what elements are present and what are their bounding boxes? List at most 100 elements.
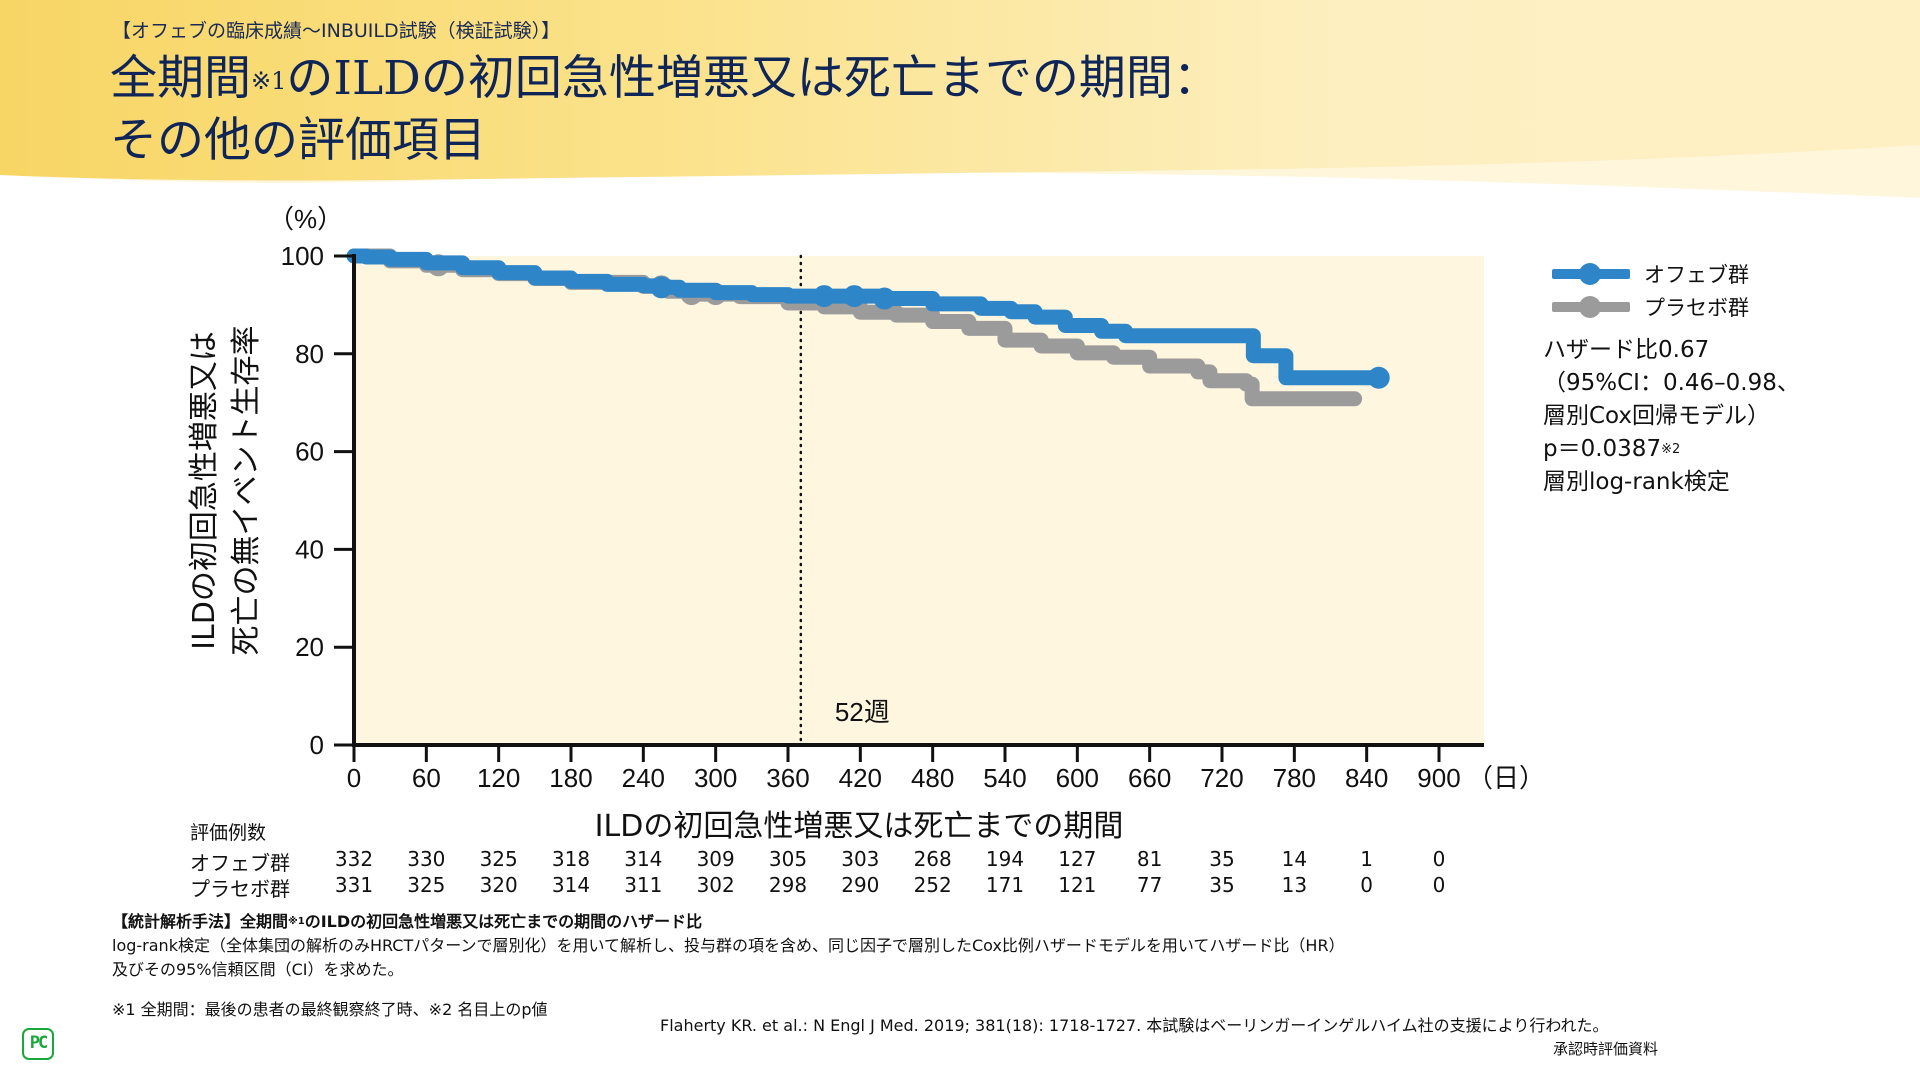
risk-table-cell: 320 (479, 873, 518, 897)
legend-item-ofev: オフェブ群 (1552, 257, 1749, 290)
risk-table-cell: 325 (479, 847, 518, 871)
x-tick-label: 660 (1128, 763, 1171, 793)
model-name: 層別Cox回帰モデル） (1543, 403, 1771, 429)
risk-table-cell: 318 (551, 847, 591, 871)
y-axis-title-line2: 死亡の無イベント生存率 (229, 326, 264, 656)
y-tick-label: 100 (281, 241, 324, 271)
title-text: のILDの初回急性増悪又は死亡までの期間： (286, 51, 1220, 106)
confidence-interval: （95%CI：0.46–0.98、 (1543, 370, 1800, 396)
reference-citation: Flaherty KR. et al.: N Engl J Med. 2019;… (660, 1016, 1609, 1035)
risk-table-cell: 35 (1209, 847, 1235, 871)
risk-table-cell: 194 (985, 847, 1025, 871)
x-tick-label: 360 (766, 763, 809, 793)
method-text: log-rank検定（全体集団の解析のみHRCTパターンで層別化）を用いて解析し… (112, 936, 1345, 955)
x-tick-label: 0 (347, 763, 361, 793)
risk-table-cell: 1 (1360, 847, 1374, 871)
risk-table-cell: 171 (985, 873, 1025, 897)
risk-table-cell: 252 (913, 873, 952, 897)
risk-table-cell: 303 (841, 847, 880, 871)
p-value: p＝0.0387※2 (1543, 436, 1681, 462)
x-tick-label: 180 (549, 763, 592, 793)
x-tick-label: 480 (911, 763, 954, 793)
legend-label: プラセボ群 (1644, 295, 1749, 320)
risk-table-cell: 14 (1281, 847, 1308, 871)
y-tick-label: 80 (295, 339, 324, 369)
censor-mark (1367, 366, 1390, 389)
x-axis-unit: （日） (1467, 763, 1545, 793)
title-subtitle: その他の評価項目 (110, 113, 486, 168)
risk-table-cell: 0 (1432, 847, 1446, 871)
risk-table-cell: 305 (768, 847, 808, 871)
risk-table-cell: 13 (1281, 873, 1308, 897)
method-heading: 【統計解析手法】全期間※1のILDの初回急性増悪又は死亡までの期間のハザード比 (112, 912, 703, 931)
censor-mark (650, 276, 673, 299)
title-footnote-mark: ※1 (251, 67, 287, 95)
x-tick-label: 420 (839, 763, 882, 793)
risk-table-cell: 302 (696, 873, 735, 897)
statistical-method: 【統計解析手法】全期間※1のILDの初回急性増悪又は死亡までの期間のハザード比 … (112, 910, 1345, 982)
hazard-ratio: ハザード比0.67 (1543, 337, 1710, 363)
risk-table-cell: 121 (1058, 873, 1097, 897)
risk-table-cell: 290 (841, 873, 880, 897)
x-tick-label: 900 (1417, 763, 1460, 793)
x-tick-label: 720 (1200, 763, 1243, 793)
series-line-ofev (346, 248, 1387, 386)
x-tick-label: 600 (1056, 763, 1099, 793)
y-axis-title: ILDの初回急性増悪又は 死亡の無イベント生存率 (187, 326, 264, 656)
risk-table-cell: 127 (1058, 847, 1097, 871)
risk-table-cell: 81 (1136, 847, 1163, 871)
header-background (0, 0, 1920, 198)
section-eyebrow: 【オフェブの臨床成績～INBUILD試験（検証試験）】 (112, 20, 561, 42)
y-tick-label: 60 (295, 437, 324, 467)
legend-label: オフェブ群 (1644, 262, 1749, 287)
pc-logo-icon: PC (22, 1028, 54, 1060)
x-tick-label: 780 (1273, 763, 1316, 793)
footnote: ※1 全期間：最後の患者の最終観察終了時、※2 名目上のp値 (112, 1000, 548, 1019)
test-name: 層別log-rank検定 (1543, 469, 1730, 495)
x-tick-label: 840 (1345, 763, 1388, 793)
x-axis-title: ILDの初回急性増悪又は死亡までの期間 (595, 809, 1124, 844)
title-text: 全期間 (110, 51, 251, 106)
legend-swatch-ofev (1552, 262, 1630, 285)
risk-table-cell: 0 (1360, 873, 1374, 897)
x-tick-label: 540 (983, 763, 1026, 793)
y-tick-label: 0 (310, 730, 324, 760)
risk-table-cell: 298 (768, 873, 808, 897)
x-tick-label: 300 (694, 763, 737, 793)
risk-table-cell: 35 (1209, 873, 1235, 897)
legend-item-placebo: プラセボ群 (1552, 290, 1749, 323)
page-title: 全期間※1のILDの初回急性増悪又は死亡までの期間： その他の評価項目 (110, 48, 1220, 172)
x-tick-label: 120 (477, 763, 520, 793)
chart-legend: オフェブ群 プラセボ群 (1552, 257, 1749, 323)
risk-table-cell: 77 (1136, 873, 1163, 897)
risk-table-cell: 314 (551, 873, 591, 897)
risk-table-cell: 0 (1432, 873, 1446, 897)
x-tick-label: 60 (412, 763, 441, 793)
y-axis-title-line1: ILDの初回急性増悪又は (187, 331, 222, 650)
risk-table-cell: 331 (334, 873, 374, 897)
risk-table-cell: 311 (624, 873, 663, 897)
risk-table-cell: 332 (334, 847, 374, 871)
y-axis-unit: （%） (268, 204, 343, 234)
x-tick-label: 240 (622, 763, 665, 793)
hazard-ratio-stats: ハザード比0.67 （95%CI：0.46–0.98、 層別Cox回帰モデル） … (1543, 334, 1800, 499)
risk-table-cell: 309 (696, 847, 735, 871)
risk-table-cell: 330 (407, 847, 446, 871)
legend-swatch-placebo (1552, 295, 1630, 318)
y-tick-label: 20 (295, 632, 324, 662)
risk-table-cell: 314 (624, 847, 663, 871)
method-text: 及びその95%信頼区間（CI）を求めた。 (112, 960, 404, 979)
risk-table-cell: 268 (913, 847, 952, 871)
reference-line-label: 52週 (835, 697, 890, 727)
censor-mark (873, 287, 896, 310)
censor-mark (843, 285, 866, 308)
risk-table-title: 評価例数 (190, 822, 267, 844)
risk-row-label: オフェブ群 (190, 851, 290, 875)
y-tick-label: 40 (295, 534, 324, 564)
censor-mark (813, 285, 836, 308)
risk-table-cell: 325 (407, 873, 446, 897)
approval-note: 承認時評価資料 (1552, 1040, 1658, 1058)
plot-area (354, 256, 1484, 745)
risk-row-label: プラセボ群 (190, 877, 290, 901)
